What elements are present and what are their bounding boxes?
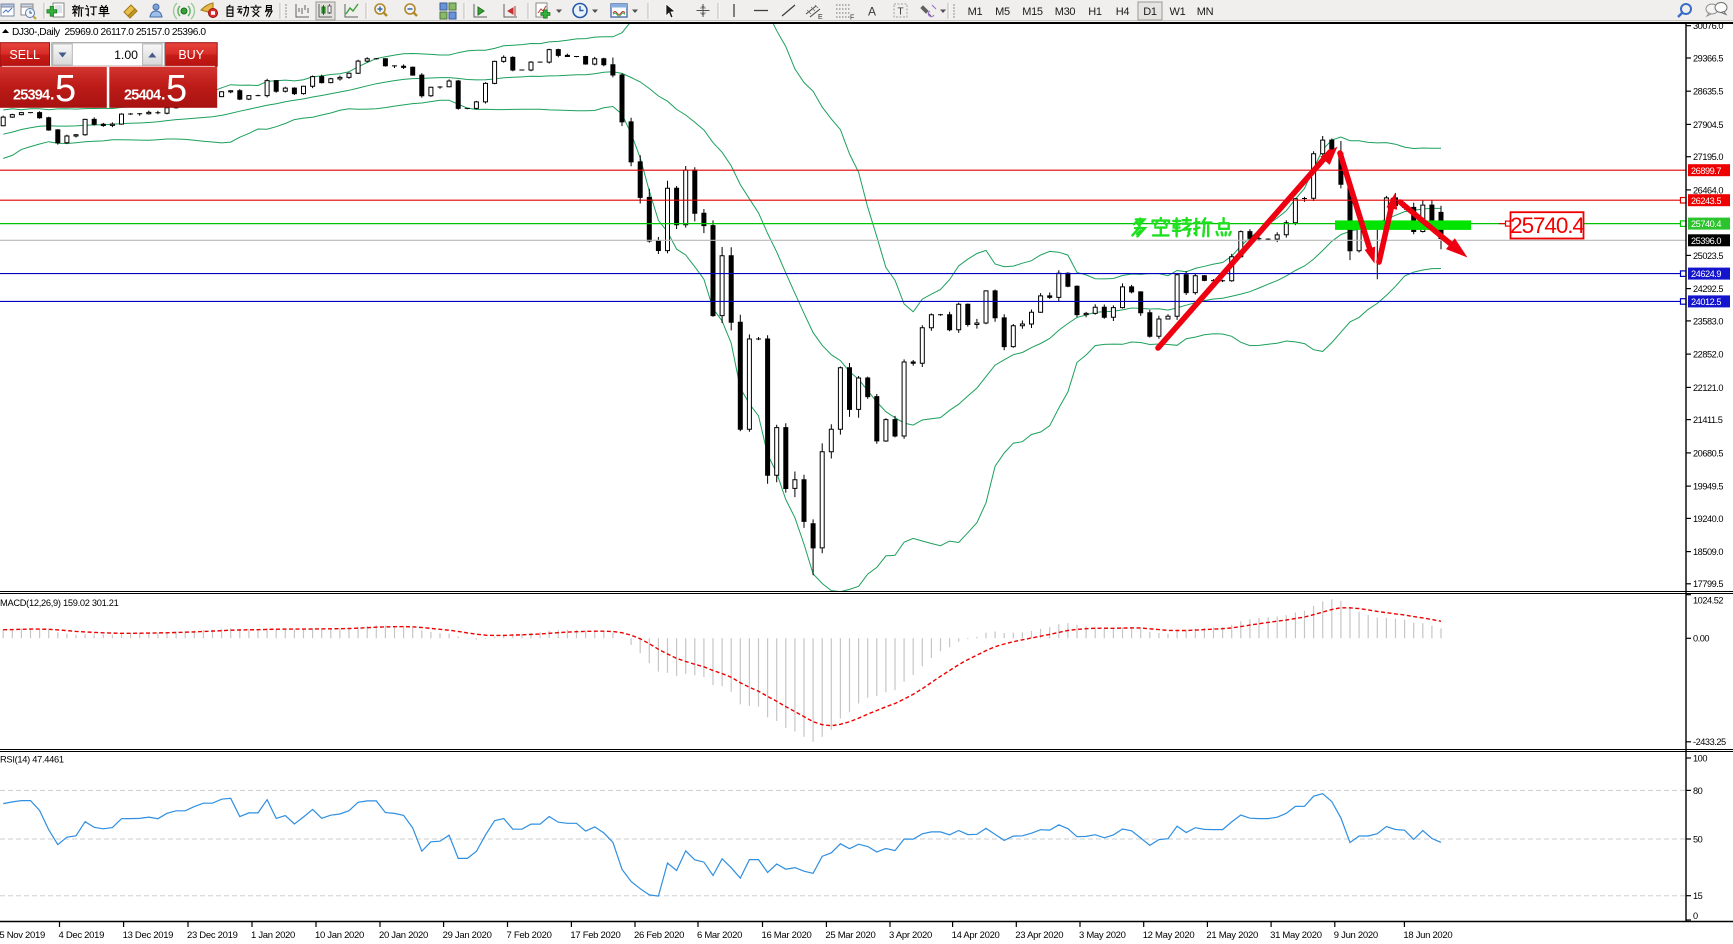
- svg-text:23 Dec 2019: 23 Dec 2019: [187, 930, 238, 941]
- svg-text:19240.0: 19240.0: [1693, 514, 1723, 524]
- svg-text:23583.0: 23583.0: [1693, 316, 1723, 326]
- svg-text:25404: 25404: [124, 88, 161, 104]
- svg-text:M5: M5: [995, 6, 1010, 18]
- svg-text:17 Feb 2020: 17 Feb 2020: [570, 930, 620, 941]
- svg-text:18 Jun 2020: 18 Jun 2020: [1403, 930, 1452, 941]
- svg-text:1024.52: 1024.52: [1693, 596, 1723, 606]
- svg-text:D1: D1: [1143, 6, 1157, 18]
- svg-text:21 May 2020: 21 May 2020: [1206, 930, 1258, 941]
- svg-text:-2433.25: -2433.25: [1693, 737, 1726, 747]
- svg-text:9 Jun 2020: 9 Jun 2020: [1334, 930, 1378, 941]
- svg-text:24624.9: 24624.9: [1691, 269, 1721, 279]
- svg-text:21411.5: 21411.5: [1693, 415, 1723, 425]
- svg-text:1 Jan 2020: 1 Jan 2020: [251, 930, 295, 941]
- svg-text:12 May 2020: 12 May 2020: [1143, 930, 1195, 941]
- svg-text:27195.0: 27195.0: [1693, 152, 1723, 162]
- svg-text:H4: H4: [1116, 6, 1130, 18]
- svg-text:26243.5: 26243.5: [1691, 196, 1721, 206]
- svg-text:1.00: 1.00: [114, 48, 138, 62]
- svg-text:24292.5: 24292.5: [1693, 284, 1723, 294]
- svg-text:13 Dec 2019: 13 Dec 2019: [123, 930, 174, 941]
- svg-text:M1: M1: [968, 6, 983, 18]
- svg-text:17799.5: 17799.5: [1693, 579, 1723, 589]
- svg-text:F: F: [850, 15, 854, 22]
- svg-text:100: 100: [1693, 753, 1707, 763]
- svg-text:25740.4: 25740.4: [1510, 213, 1584, 238]
- svg-text:20 Jan 2020: 20 Jan 2020: [379, 930, 428, 941]
- svg-text:16 Mar 2020: 16 Mar 2020: [762, 930, 812, 941]
- svg-text:27904.5: 27904.5: [1693, 120, 1723, 130]
- svg-text:3 May 2020: 3 May 2020: [1079, 930, 1126, 941]
- svg-text:25023.5: 25023.5: [1693, 251, 1723, 261]
- svg-text:.: .: [50, 87, 54, 104]
- svg-text:20680.5: 20680.5: [1693, 448, 1723, 458]
- svg-text:25 Mar 2020: 25 Mar 2020: [825, 930, 875, 941]
- svg-text:0.00: 0.00: [1693, 634, 1709, 644]
- svg-text:15: 15: [1693, 891, 1703, 901]
- svg-text:4 Dec 2019: 4 Dec 2019: [59, 930, 105, 941]
- svg-text:10 Jan 2020: 10 Jan 2020: [315, 930, 364, 941]
- svg-text:22852.0: 22852.0: [1693, 350, 1723, 360]
- svg-text:T: T: [898, 7, 904, 18]
- svg-text:5: 5: [166, 68, 187, 110]
- svg-text:BUY: BUY: [178, 48, 204, 62]
- svg-text:0: 0: [1693, 911, 1698, 921]
- svg-text:30076.0: 30076.0: [1693, 21, 1723, 31]
- svg-text:SELL: SELL: [9, 48, 40, 62]
- svg-text:14 Apr 2020: 14 Apr 2020: [952, 930, 1000, 941]
- svg-text:28635.5: 28635.5: [1693, 87, 1723, 97]
- svg-text:29366.5: 29366.5: [1693, 53, 1723, 63]
- svg-text:5: 5: [55, 68, 76, 110]
- svg-text:24012.5: 24012.5: [1691, 297, 1721, 307]
- svg-text:A: A: [868, 5, 876, 19]
- svg-text:25740.4: 25740.4: [1691, 219, 1721, 229]
- svg-text:80: 80: [1693, 786, 1703, 796]
- svg-text:DJ30-,Daily 25969.0 26117.0 2: DJ30-,Daily 25969.0 26117.0 25157.0 2539…: [12, 27, 206, 38]
- svg-text:3 Apr 2020: 3 Apr 2020: [889, 930, 932, 941]
- svg-text:50: 50: [1693, 834, 1703, 844]
- svg-text:MN: MN: [1197, 6, 1214, 18]
- svg-text:M30: M30: [1055, 6, 1076, 18]
- svg-text:6 Mar 2020: 6 Mar 2020: [697, 930, 742, 941]
- svg-text:H1: H1: [1088, 6, 1102, 18]
- svg-text:25394: 25394: [13, 88, 50, 104]
- svg-text:26464.0: 26464.0: [1693, 185, 1723, 195]
- svg-text:26 Feb 2020: 26 Feb 2020: [634, 930, 684, 941]
- svg-text:26899.7: 26899.7: [1691, 166, 1721, 176]
- svg-text:7 Feb 2020: 7 Feb 2020: [507, 930, 552, 941]
- svg-text:29 Jan 2020: 29 Jan 2020: [443, 930, 492, 941]
- svg-text:.: .: [161, 87, 165, 104]
- svg-text:25 Nov 2019: 25 Nov 2019: [0, 930, 45, 941]
- svg-text:22121.0: 22121.0: [1693, 383, 1723, 393]
- svg-text:E: E: [818, 14, 823, 21]
- svg-text:19949.5: 19949.5: [1693, 482, 1723, 492]
- svg-text:25396.0: 25396.0: [1691, 236, 1721, 246]
- svg-text:18509.0: 18509.0: [1693, 547, 1723, 557]
- svg-text:RSI(14) 47.4461: RSI(14) 47.4461: [0, 755, 64, 765]
- svg-text:31 May 2020: 31 May 2020: [1270, 930, 1322, 941]
- svg-text:M15: M15: [1022, 6, 1043, 18]
- svg-text:W1: W1: [1170, 6, 1186, 18]
- svg-text:23 Apr 2020: 23 Apr 2020: [1015, 930, 1063, 941]
- svg-text:MACD(12,26,9) 159.02 301.21: MACD(12,26,9) 159.02 301.21: [0, 598, 119, 608]
